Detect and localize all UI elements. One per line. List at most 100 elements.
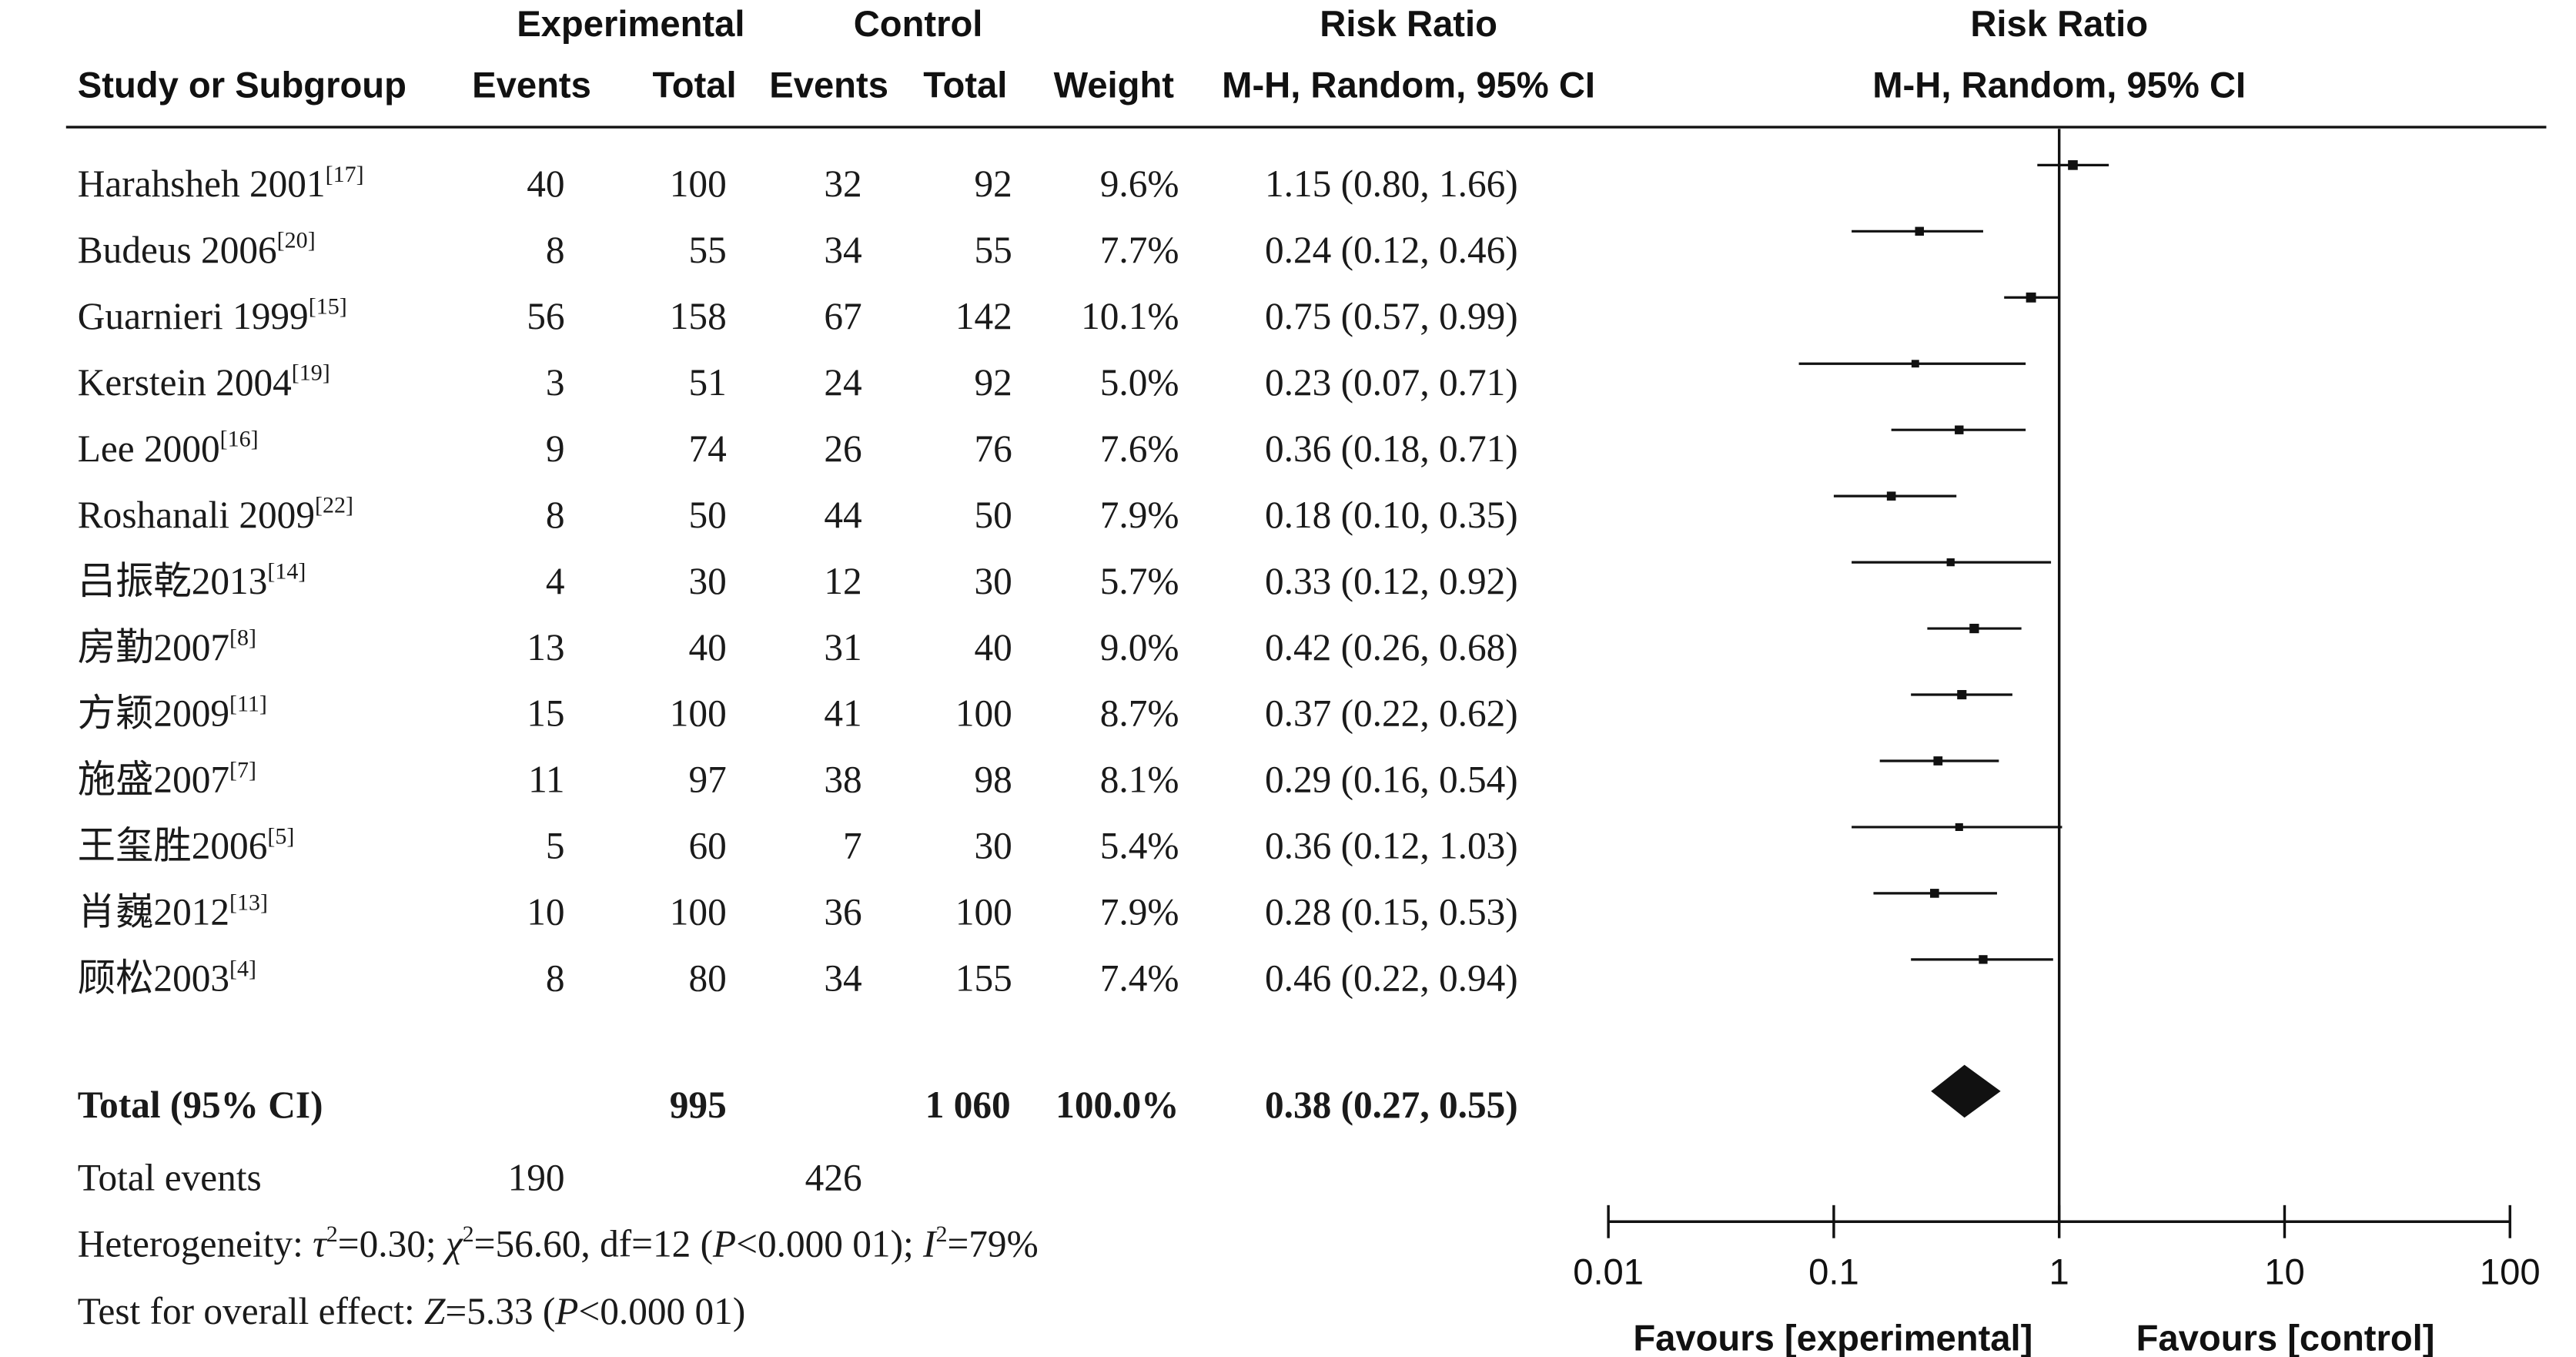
study-ci: 0.46 (0.22, 0.94) [1265, 957, 1518, 1000]
study-ctl-events: 44 [824, 494, 861, 536]
study-ctl-events: 67 [824, 295, 861, 337]
header-study: Study or Subgroup [78, 64, 406, 105]
study-point-square [2026, 292, 2036, 303]
header-method: M-H, Random, 95% CI [1222, 64, 1595, 105]
study-weight: 10.1% [1081, 295, 1179, 337]
study-point-square [1933, 756, 1943, 766]
study-ctl-total: 92 [975, 163, 1012, 205]
study-point-square [1915, 226, 1924, 236]
study-point-square [1969, 623, 1979, 634]
header-ctl-total: Total [923, 64, 1007, 105]
study-name: Budeus 2006[20] [78, 228, 316, 271]
study-exp-total: 158 [670, 295, 727, 337]
total-events-label: Total events [78, 1157, 262, 1199]
study-ctl-total: 142 [955, 295, 1012, 337]
total-weight: 100.0% [1055, 1084, 1179, 1126]
study-weight: 7.7% [1100, 229, 1179, 271]
favours-control-label: Favours [control] [2136, 1317, 2435, 1357]
study-ctl-total: 98 [975, 759, 1012, 801]
x-tick-label: 0.01 [1573, 1251, 1644, 1292]
study-ctl-total: 92 [975, 361, 1012, 404]
header-exp-total: Total [652, 64, 736, 105]
study-exp-events: 4 [546, 560, 565, 602]
study-exp-total: 97 [688, 759, 726, 801]
study-name: 方颖2009[11] [78, 691, 267, 734]
study-ctl-events: 12 [824, 560, 861, 602]
study-point-square [1957, 689, 1967, 700]
header-weight: Weight [1054, 64, 1175, 105]
study-exp-total: 74 [688, 427, 726, 470]
study-point-square [1955, 425, 1964, 434]
study-exp-total: 40 [688, 626, 726, 668]
study-exp-events: 40 [527, 163, 564, 205]
study-ctl-total: 100 [955, 891, 1012, 933]
study-ci: 1.15 (0.80, 1.66) [1265, 163, 1518, 205]
study-name: Guarnieri 1999[15] [78, 294, 347, 337]
study-name: 肖巍2012[13] [78, 890, 268, 933]
study-exp-events: 13 [527, 626, 564, 668]
study-rows: Harahsheh 2001[17] 40 100 32 92 9.6% 1.15 (0.8… [78, 162, 1518, 1000]
study-ci: 0.36 (0.18, 0.71) [1265, 427, 1518, 470]
study-ctl-total: 30 [975, 825, 1012, 867]
x-tick-label: 10 [2264, 1251, 2304, 1292]
study-exp-events: 8 [546, 494, 565, 536]
study-exp-total: 100 [670, 163, 727, 205]
study-ctl-events: 36 [824, 891, 861, 933]
study-weight: 9.6% [1100, 163, 1179, 205]
x-tick-label: 100 [2480, 1251, 2541, 1292]
study-ctl-events: 31 [824, 626, 861, 668]
study-point-square [1979, 955, 1988, 964]
study-ctl-events: 32 [824, 163, 861, 205]
study-point-square [1911, 360, 1919, 368]
study-ctl-total: 100 [955, 692, 1012, 735]
study-name: 王玺胜2006[5] [78, 823, 295, 866]
forest-plot-area: 0.01 0.1 1 10 100 Favours [experimental] Favou… [1573, 129, 2541, 1357]
study-exp-total: 51 [688, 361, 726, 404]
study-ci: 0.33 (0.12, 0.92) [1265, 560, 1518, 602]
header-experimental: Experimental [517, 3, 744, 44]
study-ci: 0.24 (0.12, 0.46) [1265, 229, 1518, 271]
study-exp-events: 56 [527, 295, 564, 337]
study-weight: 7.9% [1100, 891, 1179, 933]
overall-effect-text: Test for overall effect: Z=5.33 (P<0.000… [78, 1290, 745, 1332]
study-ctl-events: 34 [824, 957, 861, 1000]
study-exp-events: 15 [527, 692, 564, 735]
total-label: Total (95% CI) [78, 1084, 323, 1126]
header-ctl-events: Events [769, 64, 888, 105]
total-events-ctl: 426 [805, 1157, 862, 1199]
study-exp-events: 8 [546, 229, 565, 271]
study-exp-total: 30 [688, 560, 726, 602]
study-name: 施盛2007[7] [78, 757, 256, 800]
study-weight: 5.7% [1100, 560, 1179, 602]
study-weight: 7.4% [1100, 957, 1179, 1000]
study-weight: 7.6% [1100, 427, 1179, 470]
study-ctl-events: 38 [824, 759, 861, 801]
study-weight: 5.0% [1100, 361, 1179, 404]
study-exp-events: 9 [546, 427, 565, 470]
study-weight: 9.0% [1100, 626, 1179, 668]
study-name: 房勤2007[8] [78, 625, 256, 668]
study-exp-total: 50 [688, 494, 726, 536]
study-exp-events: 10 [527, 891, 564, 933]
study-name: Roshanali 2009[22] [78, 493, 353, 536]
study-exp-total: 60 [688, 825, 726, 867]
study-exp-total: 55 [688, 229, 726, 271]
study-ci: 0.42 (0.26, 0.68) [1265, 626, 1518, 668]
study-weight: 5.4% [1100, 825, 1179, 867]
total-ci: 0.38 (0.27, 0.55) [1265, 1084, 1518, 1126]
x-tick-label: 0.1 [1808, 1251, 1859, 1292]
study-ctl-total: 76 [975, 427, 1012, 470]
header-exp-events: Events [472, 64, 591, 105]
header-risk-ratio-plot: Risk Ratio [1970, 3, 2148, 44]
study-weight: 8.1% [1100, 759, 1179, 801]
study-exp-events: 8 [546, 957, 565, 1000]
header-method-plot: M-H, Random, 95% CI [1872, 64, 2246, 105]
pooled-diamond [1931, 1064, 2001, 1118]
study-ci: 0.23 (0.07, 0.71) [1265, 361, 1518, 404]
study-point-square [1886, 491, 1896, 501]
study-ctl-total: 155 [955, 957, 1012, 1000]
total-exp-total: 995 [670, 1084, 727, 1126]
study-exp-events: 11 [528, 759, 564, 801]
study-name: 顾松2003[4] [78, 956, 256, 999]
